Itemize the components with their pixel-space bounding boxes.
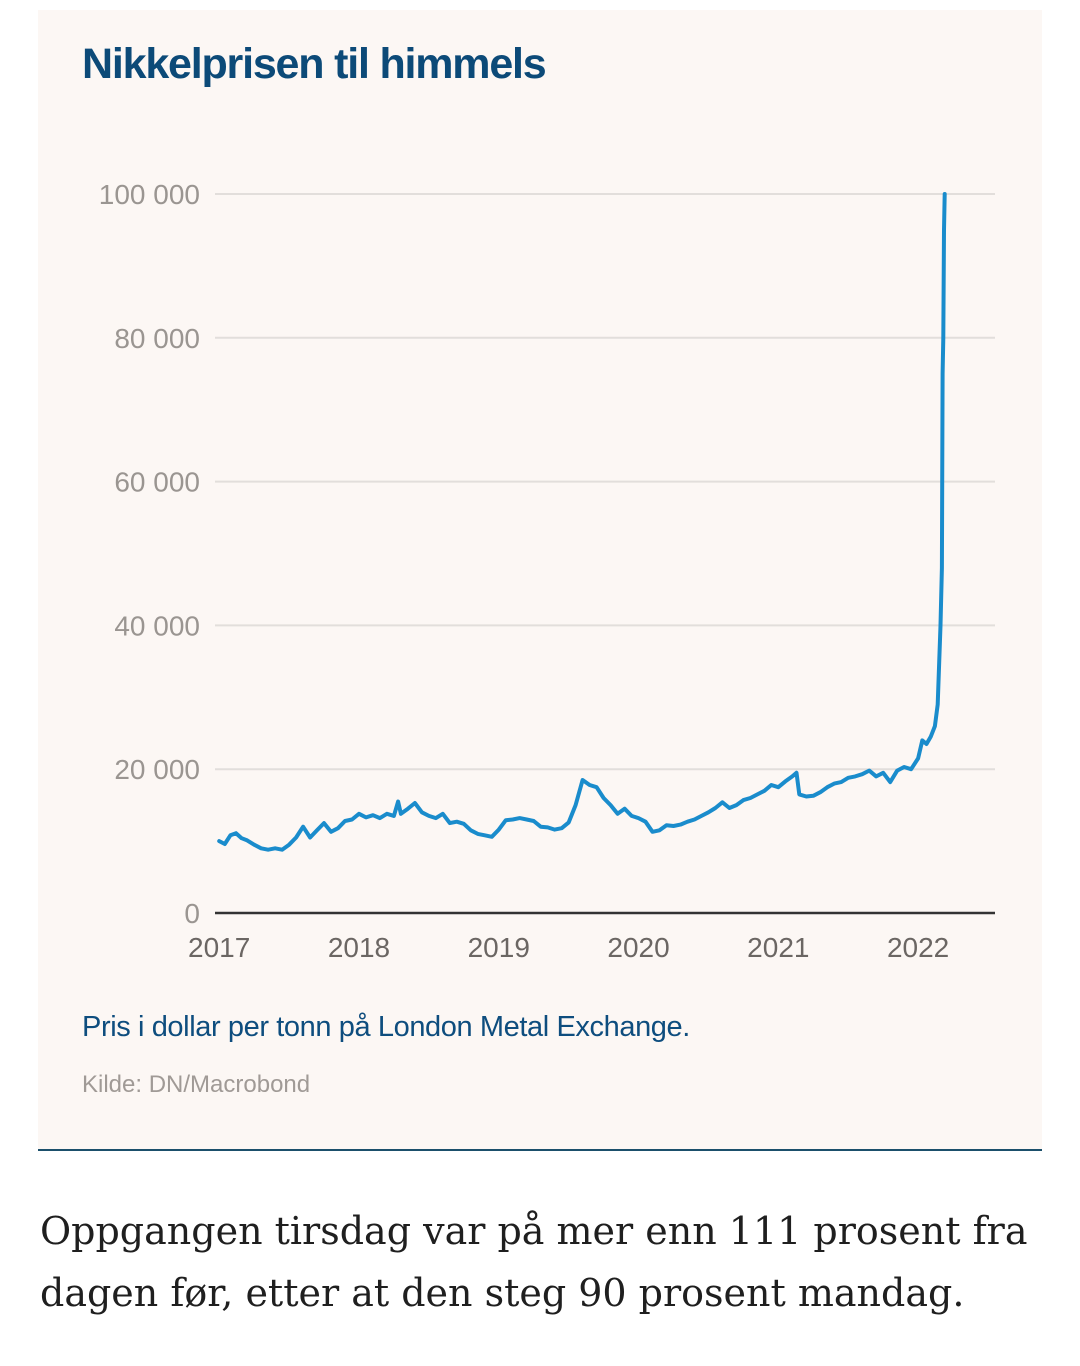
chart-title: Nikkelprisen til himmels: [82, 40, 547, 88]
y-tick-label: 100 000: [99, 179, 200, 210]
article-paragraph: Oppgangen tirsdag var på mer enn 111 pro…: [40, 1209, 1028, 1315]
y-tick-label: 60 000: [114, 467, 200, 498]
x-tick-label: 2019: [468, 932, 530, 963]
grid-layer: [215, 193, 995, 771]
y-tick-label: 0: [184, 898, 200, 929]
series-line-nickel-price: [217, 192, 947, 852]
x-tick-label: 2018: [328, 932, 390, 963]
axis-layer: 0 20 000 40 000 60 000 80 000 100 000 2017 2018…: [99, 179, 995, 963]
divider: [38, 1149, 1042, 1151]
chart-source: Kilde: DN/Macrobond: [82, 1071, 311, 1098]
chart-card: [38, 10, 1042, 1150]
x-tick-label: 2022: [887, 932, 949, 963]
y-tick-label: 80 000: [114, 323, 200, 354]
chart-caption: Pris i dollar per tonn på London Metal E…: [82, 1011, 690, 1043]
y-tick-label: 40 000: [114, 610, 200, 641]
x-tick-label: 2017: [188, 932, 250, 963]
x-tick-label: 2020: [607, 932, 669, 963]
series-layer: [217, 192, 947, 852]
x-tick-label: 2021: [747, 932, 809, 963]
y-tick-label: 20 000: [114, 754, 200, 785]
